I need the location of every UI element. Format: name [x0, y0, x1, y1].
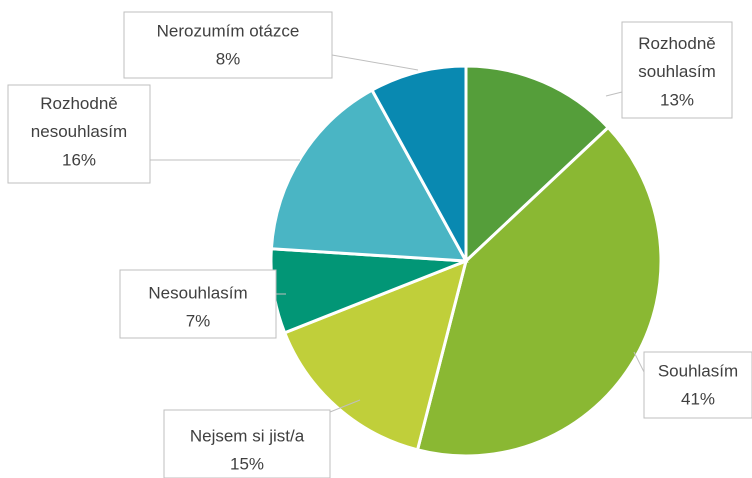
category-label: Nejsem si jist/a	[190, 426, 305, 445]
leader-line	[329, 399, 361, 413]
category-label: Rozhodně souhlasím	[638, 34, 716, 81]
pie-slice	[282, 258, 469, 452]
pie-slice	[269, 88, 469, 263]
leader-line	[633, 351, 645, 373]
leader-line	[605, 91, 623, 97]
label-box	[643, 351, 752, 419]
category-label: Rozhodně nesouhlasím	[31, 94, 127, 141]
label-box	[7, 84, 151, 184]
pie-slice	[370, 64, 468, 262]
label-box	[123, 11, 333, 79]
leader-line	[331, 54, 419, 71]
label-box	[621, 21, 733, 119]
category-label: Souhlasím	[658, 361, 738, 380]
value-label: 16%	[62, 150, 96, 169]
value-label: 13%	[660, 90, 694, 109]
value-label: 8%	[216, 49, 241, 68]
label-box	[119, 269, 277, 339]
category-label: Nerozumím otázce	[157, 21, 300, 40]
value-label: 41%	[681, 389, 715, 408]
value-label: 7%	[186, 311, 211, 330]
value-label: 15%	[230, 454, 264, 473]
pie-slice	[464, 64, 611, 265]
label-box	[163, 409, 331, 478]
category-label: Nesouhlasím	[148, 283, 247, 302]
pie-slice	[415, 125, 663, 458]
